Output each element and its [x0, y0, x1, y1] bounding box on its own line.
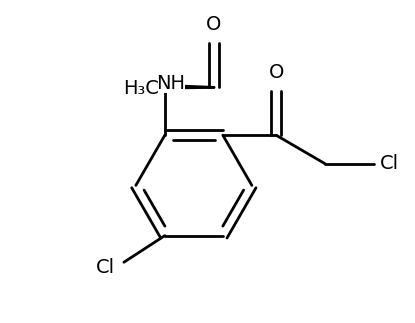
Text: NH: NH: [156, 74, 185, 93]
Text: H₃C: H₃C: [124, 78, 159, 98]
Text: O: O: [206, 15, 222, 34]
Text: Cl: Cl: [380, 154, 399, 173]
Text: O: O: [269, 63, 284, 82]
Text: Cl: Cl: [96, 258, 115, 277]
